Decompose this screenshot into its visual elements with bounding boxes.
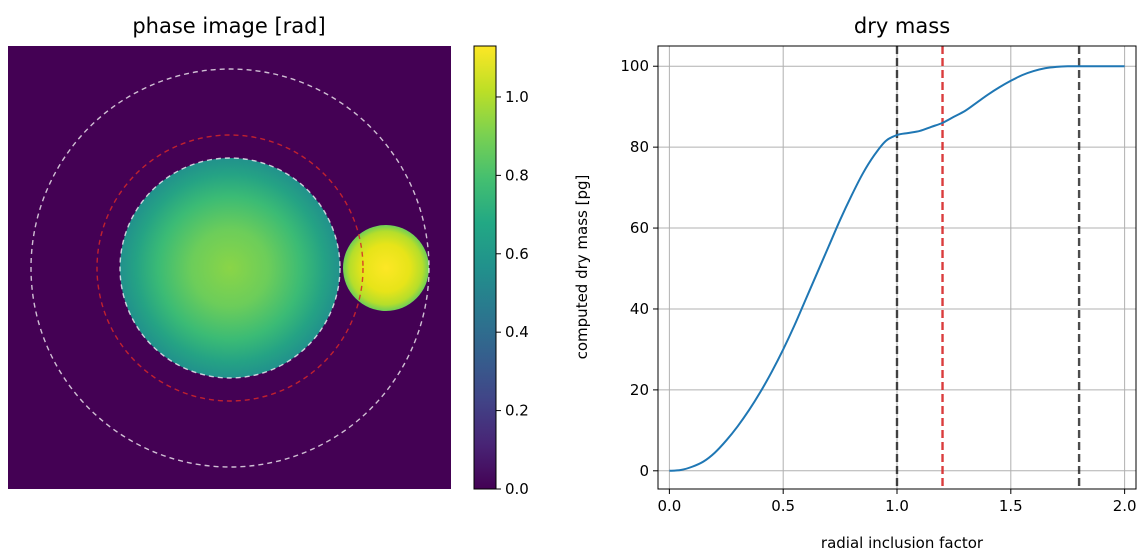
colorbar-tick-label: 1.0 xyxy=(505,88,529,106)
phase-image-panel: phase image [rad] xyxy=(8,14,451,489)
reference-lines xyxy=(895,46,1081,489)
inner-white-dashed-circle xyxy=(119,157,341,379)
y-tick-label: 80 xyxy=(630,138,649,156)
colorbar-ticks: 0.0 0.2 0.4 0.6 0.8 1.0 xyxy=(496,88,529,498)
colorbar-frame xyxy=(473,45,497,490)
outer-white-dashed-circle xyxy=(30,68,430,468)
dry-mass-curve xyxy=(669,65,1125,472)
colorbar-tick-label: 0.4 xyxy=(505,323,529,341)
y-tick-label: 100 xyxy=(620,57,649,75)
bead-phase-disk xyxy=(343,225,429,311)
cell-phase-disk xyxy=(120,158,340,378)
y-tick-label: 40 xyxy=(630,300,649,318)
x-tick-label: 1.0 xyxy=(885,497,909,515)
colorbar-tick-label: 0.0 xyxy=(505,480,529,498)
y-axis-ticks: 0 20 40 60 80 100 xyxy=(620,57,658,480)
y-axis-label: computed dry mass [pg] xyxy=(573,175,591,360)
colorbar-gradient xyxy=(474,46,496,489)
y-tick-label: 0 xyxy=(639,462,649,480)
x-tick-label: 1.5 xyxy=(999,497,1023,515)
y-tick-label: 20 xyxy=(630,381,649,399)
x-axis-ticks: 0.0 0.5 1.0 1.5 2.0 xyxy=(657,489,1137,515)
x-tick-label: 0.5 xyxy=(771,497,795,515)
colorbar-tick-label: 0.6 xyxy=(505,245,529,263)
colorbar-tick-label: 0.2 xyxy=(505,402,529,420)
x-tick-label: 2.0 xyxy=(1113,497,1137,515)
red-dashed-circle xyxy=(96,134,364,402)
phase-image-title: phase image [rad] xyxy=(132,14,325,38)
x-tick-label: 0.0 xyxy=(657,497,681,515)
dry-mass-title: dry mass xyxy=(854,14,950,38)
colorbar: 0.0 0.2 0.4 0.6 0.8 1.0 xyxy=(473,45,529,498)
colorbar-tick-label: 0.8 xyxy=(505,166,529,184)
x-axis-label: radial inclusion factor xyxy=(821,534,984,552)
dry-mass-panel: dry mass 0.0 0.5 1.0 1.5 2.0 0 20 40 60 80 100 ra… xyxy=(573,14,1137,552)
y-tick-label: 60 xyxy=(630,219,649,237)
